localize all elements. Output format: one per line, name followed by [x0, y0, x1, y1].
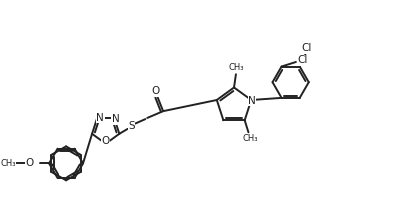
Text: Cl: Cl [297, 55, 307, 65]
Text: O: O [152, 86, 160, 96]
Text: O: O [25, 158, 34, 168]
Text: N: N [111, 114, 119, 124]
Text: S: S [128, 121, 134, 131]
Text: N: N [96, 113, 104, 123]
Text: CH₃: CH₃ [0, 159, 16, 168]
Text: O: O [101, 136, 109, 147]
Text: CH₃: CH₃ [242, 134, 257, 143]
Text: Cl: Cl [300, 43, 310, 53]
Text: N: N [247, 96, 255, 106]
Text: CH₃: CH₃ [228, 63, 243, 72]
